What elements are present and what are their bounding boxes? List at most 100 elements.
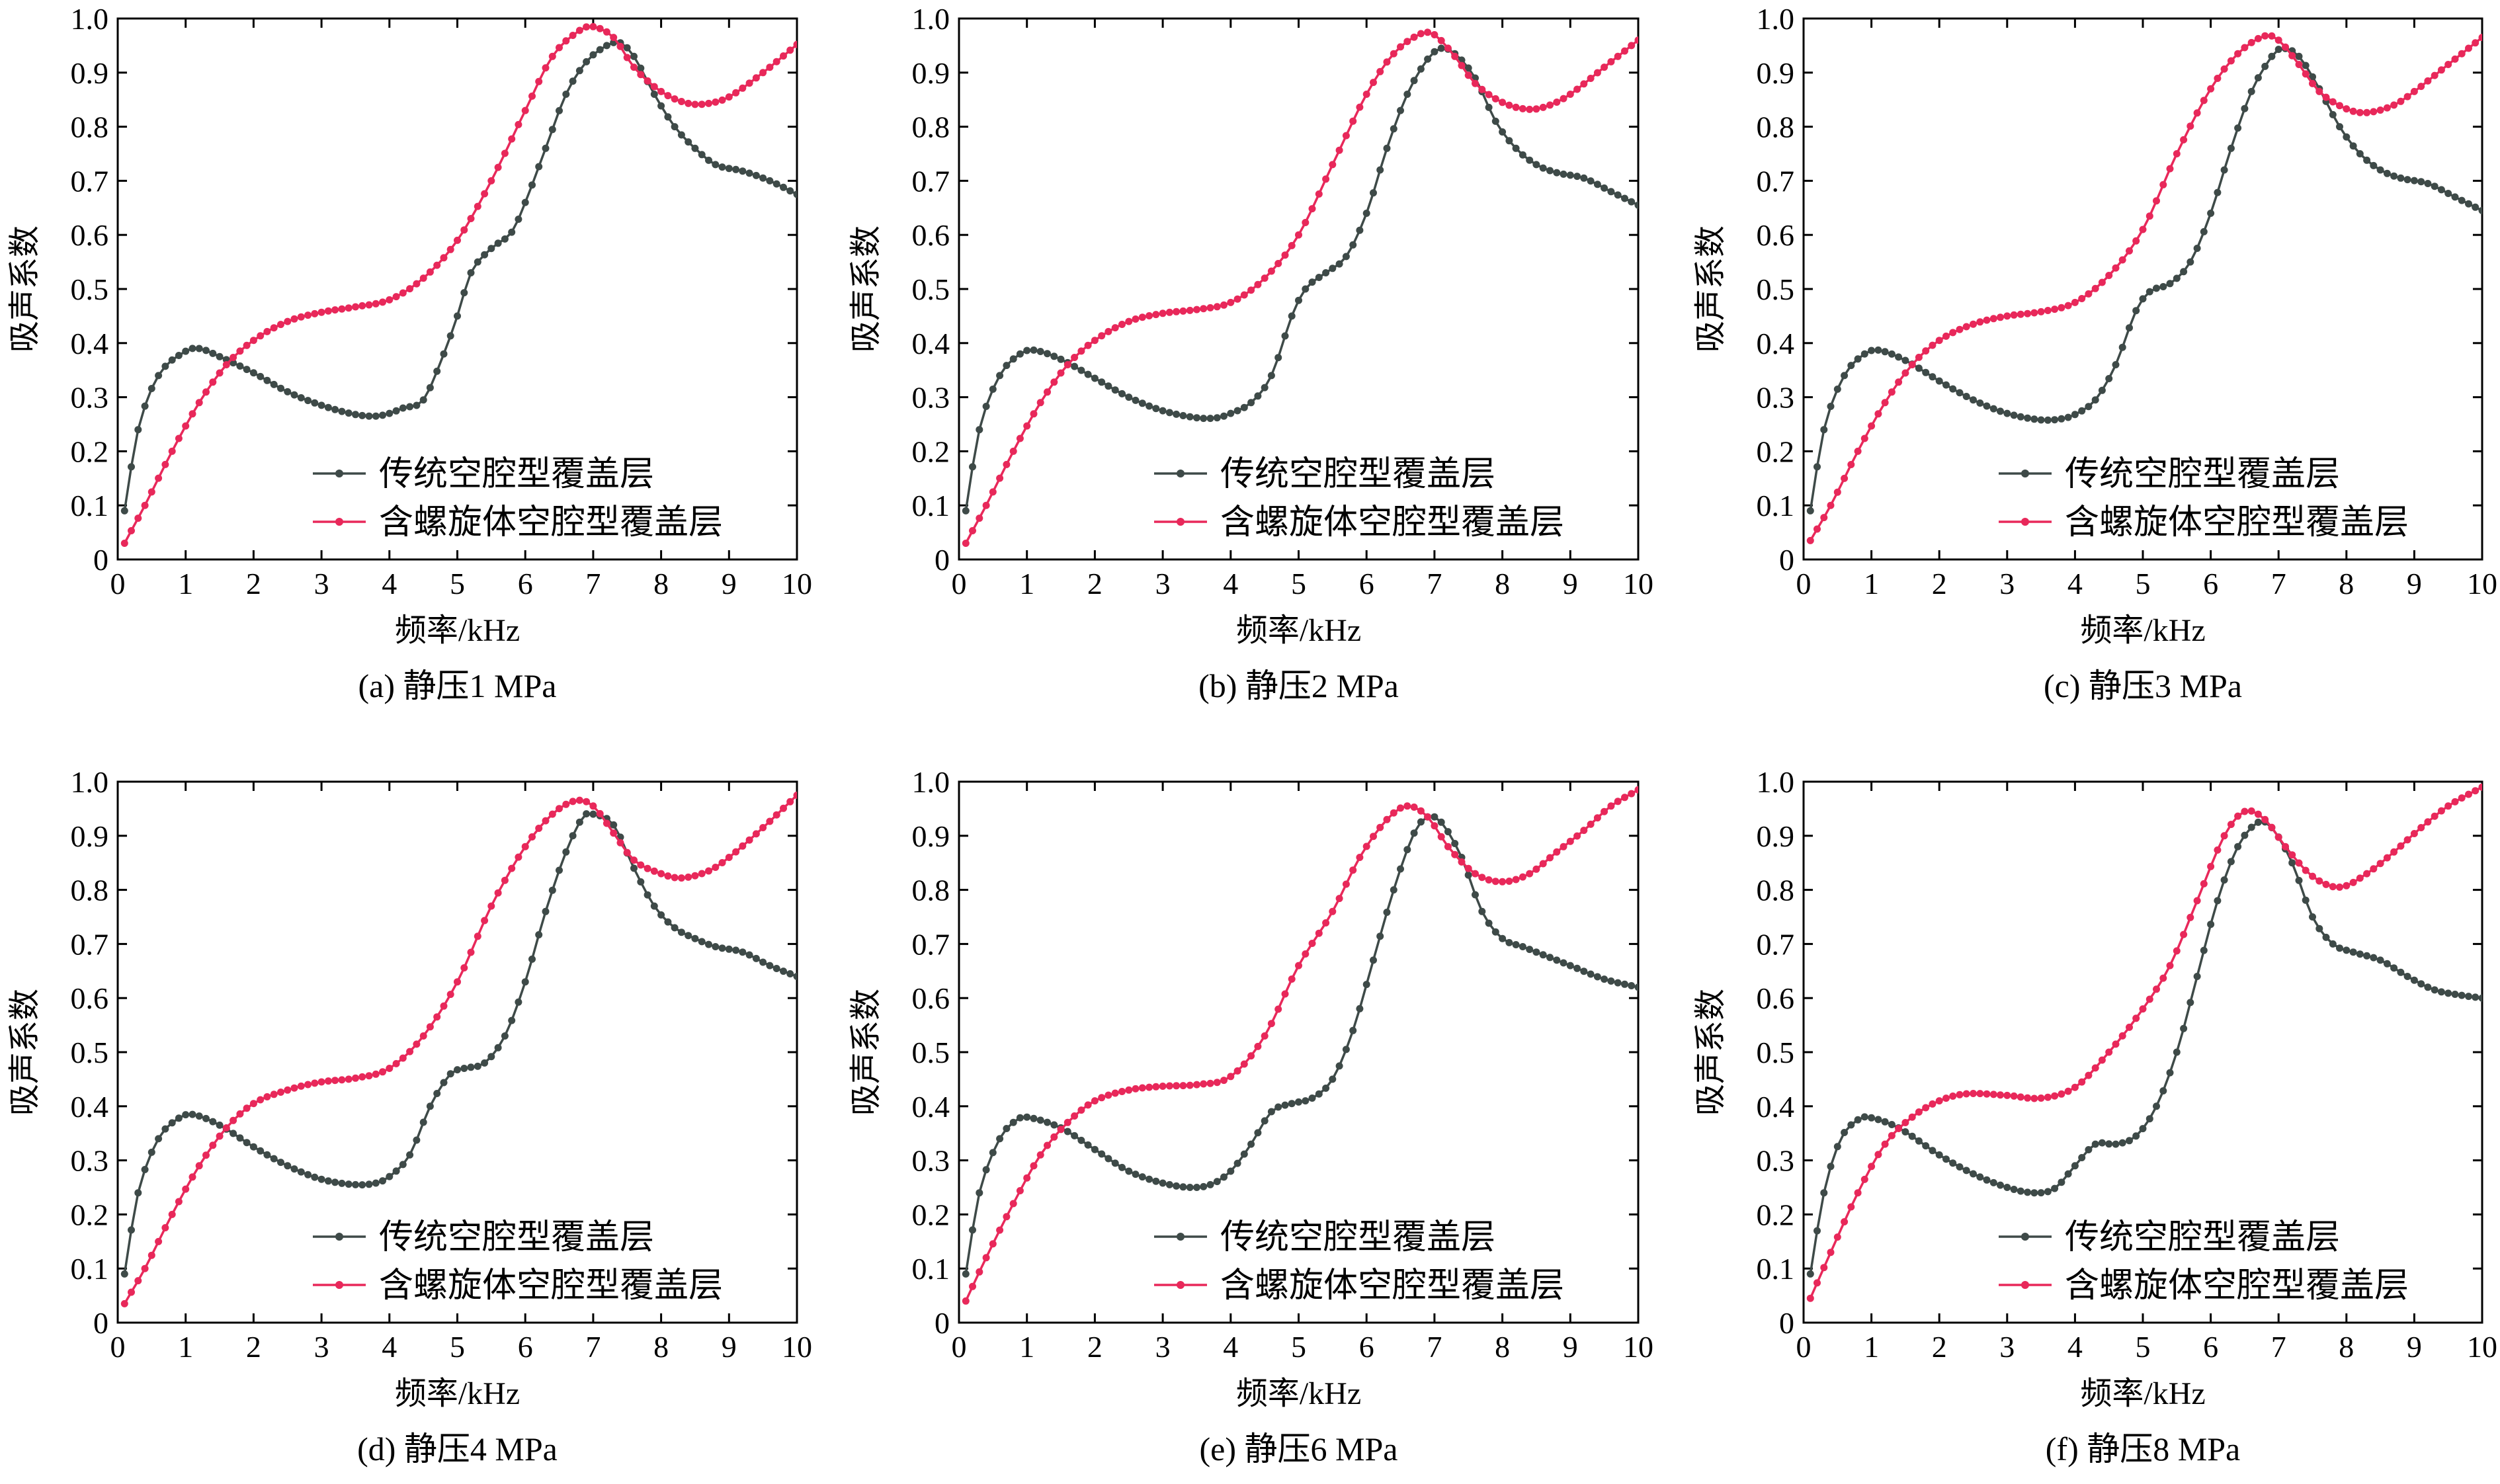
data-point	[772, 180, 780, 188]
data-point	[521, 106, 529, 114]
x-tick-label: 3	[1999, 567, 2015, 600]
data-point	[1478, 85, 1486, 93]
data-point	[236, 347, 244, 355]
x-tick-label: 0	[1796, 567, 1812, 600]
data-point	[1023, 347, 1031, 354]
data-point	[1356, 854, 1364, 861]
data-point	[1186, 306, 1194, 314]
data-point	[2220, 166, 2228, 174]
data-point	[2010, 411, 2018, 419]
x-tick-label: 1	[178, 1330, 193, 1364]
data-point	[521, 978, 529, 986]
data-point	[969, 527, 976, 534]
data-point	[610, 821, 618, 829]
data-point	[962, 1297, 970, 1305]
data-point	[1935, 377, 1943, 385]
y-tick-label: 0.1	[71, 1252, 109, 1286]
data-point	[1580, 174, 1588, 182]
y-tick-label: 0.5	[71, 272, 109, 306]
data-point	[2058, 415, 2065, 423]
data-point	[1922, 347, 1930, 355]
data-point	[1342, 1046, 1350, 1053]
data-point	[1267, 267, 1275, 275]
data-point	[1587, 820, 1595, 828]
data-point	[2390, 848, 2398, 856]
data-point	[413, 1040, 421, 1048]
data-point	[2254, 810, 2262, 818]
x-tick-label: 8	[2339, 1330, 2354, 1364]
data-point	[1424, 55, 1432, 63]
data-point	[542, 144, 550, 152]
data-point	[1152, 1177, 1160, 1185]
data-point	[155, 1237, 163, 1245]
data-point	[1104, 1155, 1112, 1163]
data-point	[1173, 1082, 1181, 1090]
data-point	[433, 261, 441, 269]
data-point	[1146, 1175, 1153, 1183]
data-point	[1308, 278, 1316, 286]
data-point	[2356, 874, 2364, 882]
data-point	[2336, 123, 2343, 131]
data-point	[1841, 1129, 1849, 1136]
chart-panel-1: 0 1 2 3 4 5 6 7 8 9 10 0 0.1 0.2 0.3 0.4 0.5 0.6 0.7 0.8 0.9…	[7, 2, 812, 704]
data-point	[2166, 962, 2174, 969]
data-point	[2112, 361, 2120, 368]
data-point	[2472, 203, 2479, 211]
legend-label: 传统空腔型覆盖层	[1220, 456, 1495, 493]
data-point	[1888, 350, 1896, 358]
data-point	[1437, 833, 1445, 841]
y-tick-label: 0.2	[71, 1198, 109, 1231]
x-tick-label: 1	[1864, 1330, 1879, 1364]
y-tick-label: 0.7	[1757, 927, 1795, 961]
data-point	[1179, 307, 1187, 315]
data-point	[644, 891, 651, 899]
data-point	[460, 1065, 468, 1072]
data-point	[304, 311, 312, 319]
data-point	[1499, 934, 1507, 942]
data-point	[188, 1110, 196, 1118]
data-point	[596, 24, 604, 32]
data-point	[120, 1299, 128, 1307]
data-point	[1370, 79, 1377, 87]
data-point	[2247, 87, 2255, 95]
data-point	[1057, 1126, 1065, 1134]
data-point	[1274, 354, 1282, 362]
data-point	[1397, 804, 1404, 812]
data-point	[182, 347, 190, 355]
legend-swatch-marker	[1177, 518, 1185, 526]
data-point	[379, 1177, 386, 1185]
data-point	[1614, 798, 1622, 805]
data-point	[386, 1065, 394, 1072]
data-point	[1437, 818, 1445, 826]
data-point	[128, 1226, 135, 1234]
data-point	[1193, 306, 1200, 313]
data-point	[793, 792, 797, 799]
data-point	[1806, 507, 1814, 515]
data-point	[1989, 405, 1997, 413]
series-spiral	[120, 22, 797, 547]
data-point	[556, 805, 563, 813]
data-point	[2363, 108, 2371, 116]
data-point	[155, 1135, 163, 1143]
data-point	[2187, 122, 2194, 130]
data-point	[1376, 67, 1384, 75]
data-point	[487, 1053, 495, 1061]
data-point	[1560, 843, 1567, 850]
data-point	[2153, 284, 2160, 292]
data-point	[467, 269, 475, 276]
data-point	[2146, 995, 2153, 1003]
data-point	[2139, 1005, 2147, 1013]
data-point	[2126, 1137, 2133, 1145]
data-point	[2187, 999, 2194, 1007]
data-point	[1901, 369, 1909, 377]
data-point	[732, 946, 740, 954]
data-point	[1200, 1182, 1208, 1190]
data-point	[2437, 988, 2445, 996]
data-point	[650, 91, 658, 98]
data-point	[2105, 1048, 2113, 1056]
y-tick-label: 0.8	[912, 874, 950, 907]
data-point	[1118, 321, 1126, 328]
data-point	[528, 955, 536, 963]
y-tick-label: 1.0	[71, 765, 109, 799]
data-point	[1888, 1121, 1896, 1128]
